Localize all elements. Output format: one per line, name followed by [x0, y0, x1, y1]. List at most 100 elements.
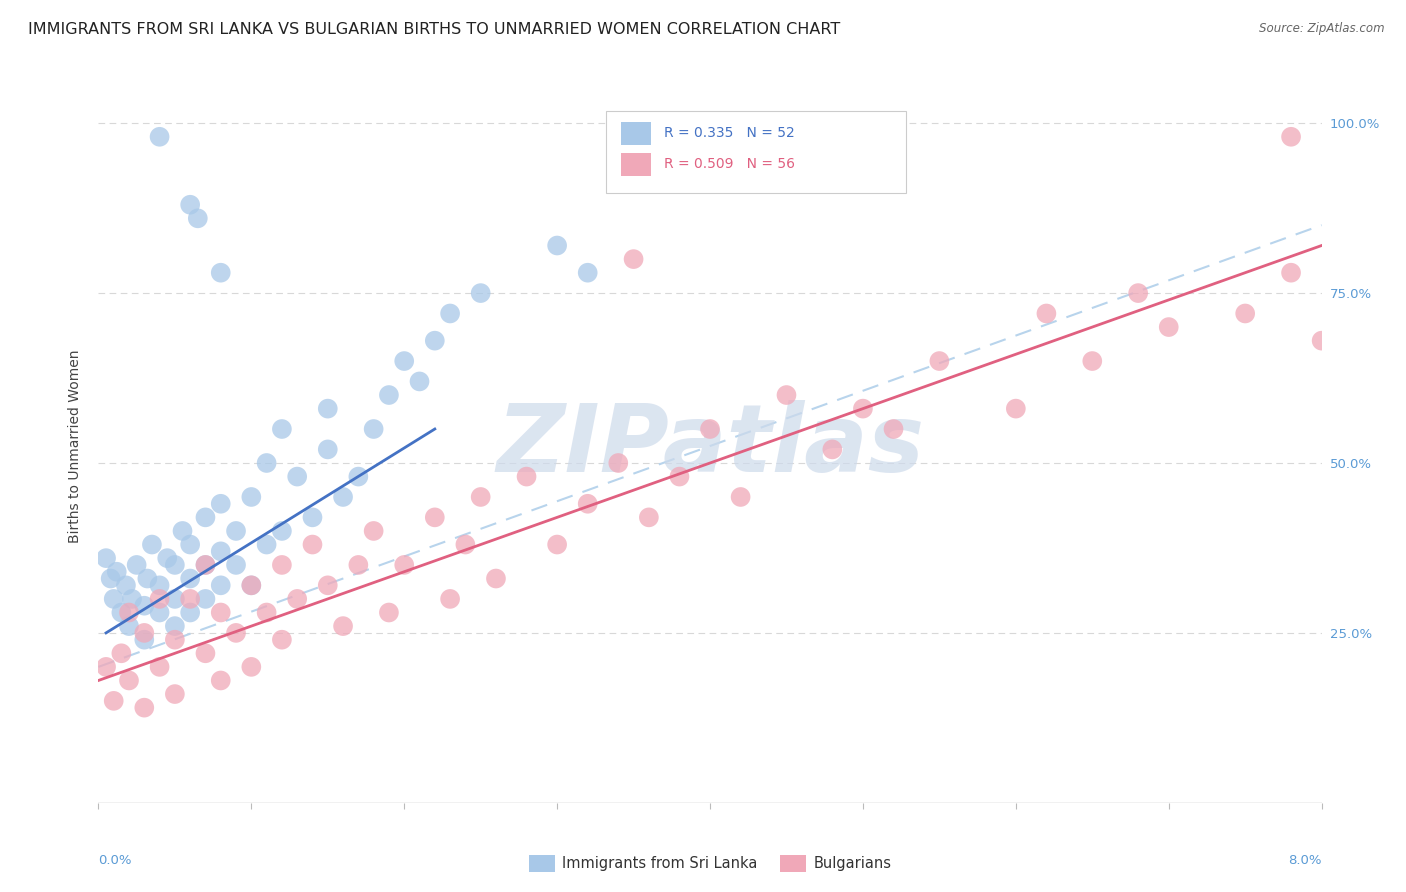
- Point: [347, 469, 370, 483]
- Point: [316, 578, 339, 592]
- Point: [821, 442, 844, 457]
- Point: [194, 558, 217, 572]
- Text: R = 0.335   N = 52: R = 0.335 N = 52: [664, 127, 794, 140]
- Point: [149, 578, 172, 592]
- Point: [103, 694, 125, 708]
- Point: [149, 129, 172, 144]
- Point: [470, 286, 492, 301]
- Point: [118, 673, 141, 688]
- Point: [1279, 266, 1302, 280]
- Point: [134, 700, 156, 714]
- Point: [225, 558, 247, 572]
- Point: [928, 354, 950, 368]
- Point: [730, 490, 752, 504]
- Point: [439, 591, 461, 606]
- Point: [163, 632, 186, 647]
- Point: [103, 591, 125, 606]
- Point: [118, 606, 141, 620]
- Point: [378, 388, 401, 402]
- Point: [883, 422, 905, 436]
- Point: [1157, 320, 1180, 334]
- Point: [121, 591, 143, 606]
- Point: [1035, 306, 1057, 320]
- Point: [332, 619, 354, 633]
- Point: [256, 456, 278, 470]
- Text: 0.0%: 0.0%: [98, 854, 132, 867]
- Point: [209, 673, 232, 688]
- Point: [316, 442, 339, 457]
- Point: [209, 266, 232, 280]
- Point: [179, 537, 201, 551]
- Point: [134, 632, 156, 647]
- Point: [316, 401, 339, 416]
- Point: [408, 375, 430, 389]
- Point: [209, 578, 232, 592]
- Text: 8.0%: 8.0%: [1288, 854, 1322, 867]
- Point: [332, 490, 354, 504]
- Point: [392, 558, 416, 572]
- Point: [187, 211, 209, 226]
- Point: [149, 606, 172, 620]
- Point: [194, 510, 217, 524]
- Point: [163, 619, 186, 633]
- Point: [301, 537, 323, 551]
- Point: [134, 599, 156, 613]
- Point: [1234, 306, 1257, 320]
- Point: [1310, 334, 1333, 348]
- Point: [141, 537, 163, 551]
- Y-axis label: Births to Unmarried Women: Births to Unmarried Women: [69, 350, 83, 542]
- Point: [301, 510, 323, 524]
- Point: [94, 660, 117, 674]
- Point: [637, 510, 661, 524]
- Point: [392, 354, 416, 368]
- Point: [363, 422, 385, 436]
- Point: [240, 490, 263, 504]
- Text: ZIPatlas: ZIPatlas: [496, 400, 924, 492]
- Point: [209, 606, 232, 620]
- Point: [576, 266, 599, 280]
- Point: [516, 469, 538, 483]
- FancyBboxPatch shape: [620, 153, 651, 176]
- Text: Source: ZipAtlas.com: Source: ZipAtlas.com: [1260, 22, 1385, 36]
- Point: [179, 198, 201, 212]
- Point: [136, 572, 159, 586]
- Point: [194, 591, 217, 606]
- Point: [270, 524, 294, 538]
- Point: [439, 306, 461, 320]
- Point: [423, 334, 446, 348]
- FancyBboxPatch shape: [620, 122, 651, 145]
- Point: [699, 422, 721, 436]
- Point: [256, 537, 278, 551]
- Text: IMMIGRANTS FROM SRI LANKA VS BULGARIAN BIRTHS TO UNMARRIED WOMEN CORRELATION CHA: IMMIGRANTS FROM SRI LANKA VS BULGARIAN B…: [28, 22, 841, 37]
- Point: [1279, 129, 1302, 144]
- Point: [454, 537, 477, 551]
- Point: [100, 572, 122, 586]
- Point: [94, 551, 117, 566]
- Point: [225, 626, 247, 640]
- Point: [110, 646, 132, 660]
- Point: [156, 551, 179, 566]
- Point: [470, 490, 492, 504]
- Point: [1004, 401, 1026, 416]
- Point: [363, 524, 385, 538]
- Point: [225, 524, 247, 538]
- Legend: Immigrants from Sri Lanka, Bulgarians: Immigrants from Sri Lanka, Bulgarians: [523, 849, 897, 878]
- Point: [163, 558, 186, 572]
- Point: [240, 578, 263, 592]
- Point: [485, 572, 508, 586]
- Point: [546, 238, 568, 252]
- Point: [852, 401, 875, 416]
- Point: [1128, 286, 1150, 301]
- Point: [105, 565, 128, 579]
- Point: [110, 606, 132, 620]
- Point: [576, 497, 599, 511]
- Point: [179, 572, 201, 586]
- Point: [163, 591, 186, 606]
- Point: [668, 469, 690, 483]
- Point: [623, 252, 645, 266]
- Point: [285, 591, 308, 606]
- Point: [118, 619, 141, 633]
- Point: [115, 578, 138, 592]
- Point: [775, 388, 797, 402]
- Point: [270, 422, 294, 436]
